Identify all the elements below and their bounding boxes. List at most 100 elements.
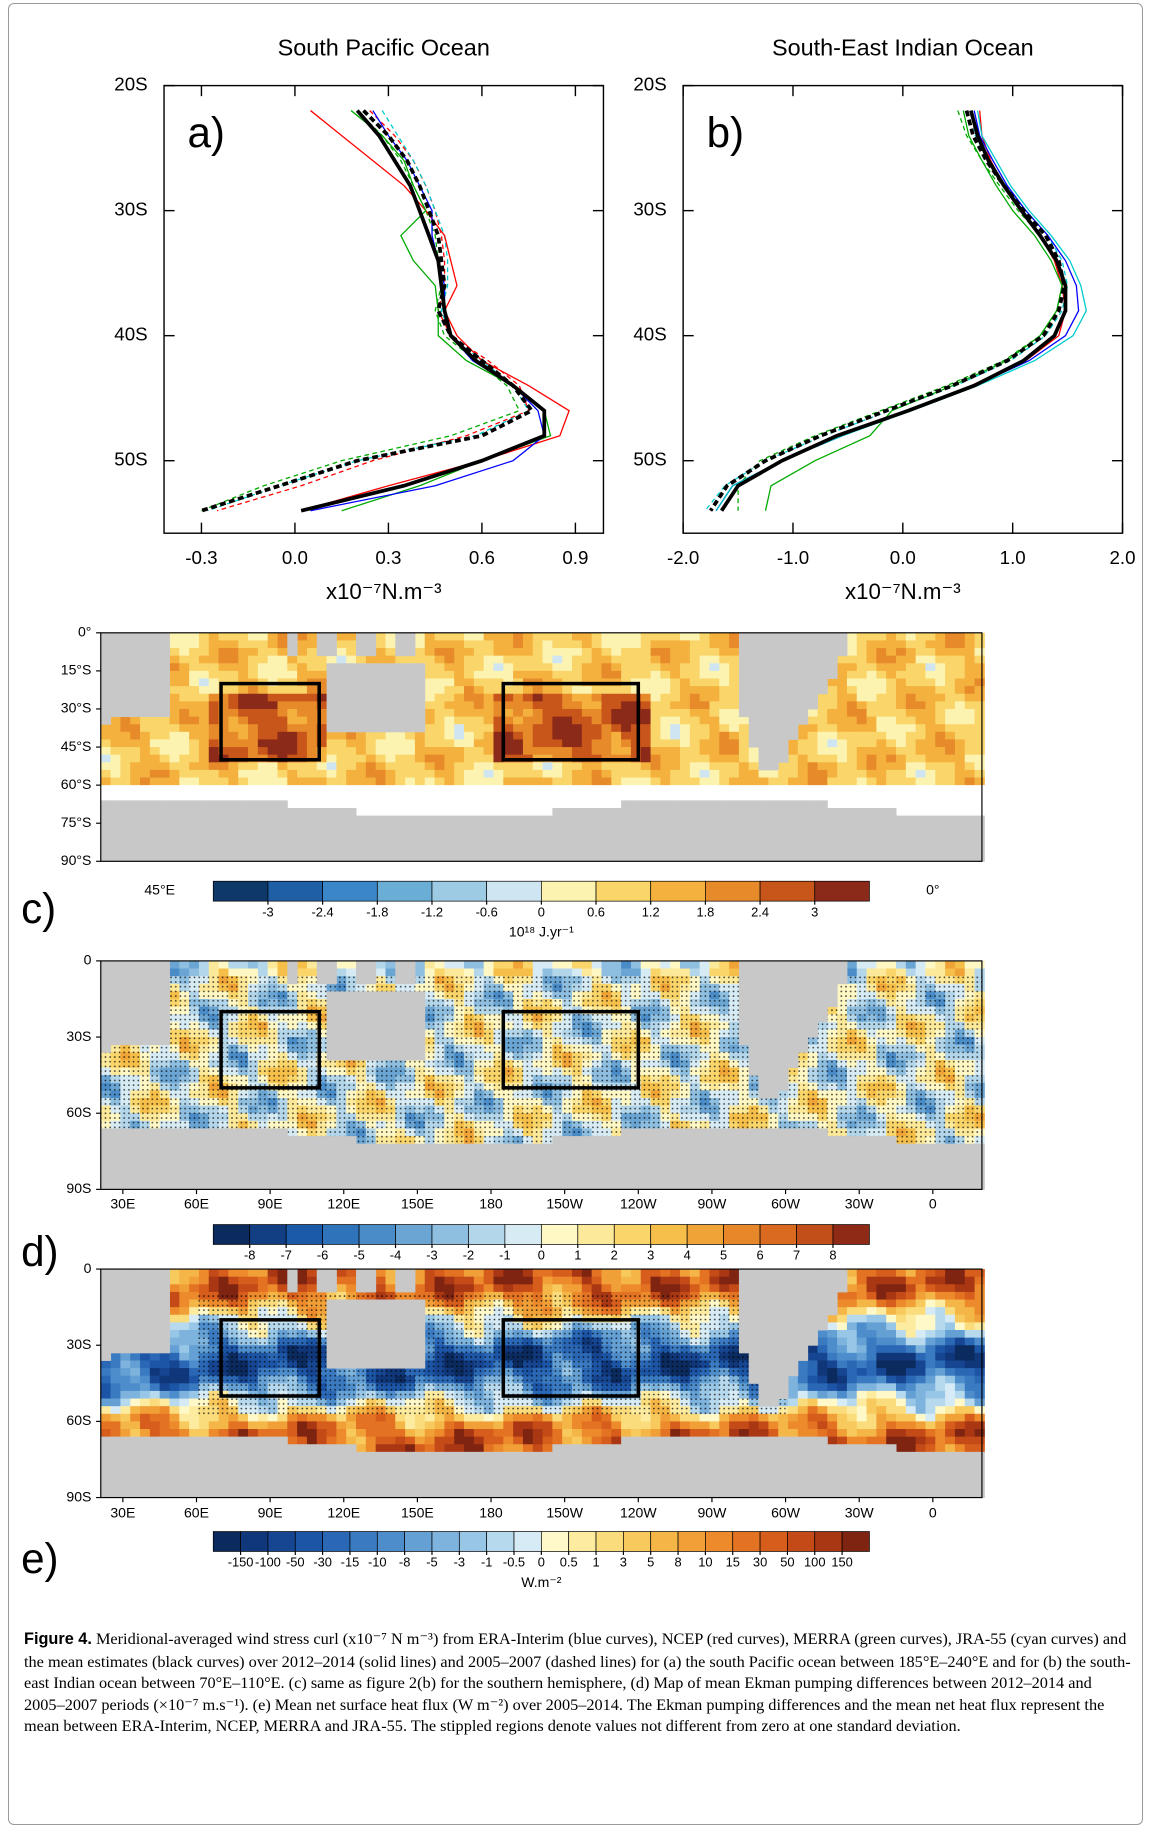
field-cell xyxy=(503,807,514,817)
land-cell xyxy=(424,838,436,847)
field-cell xyxy=(306,708,318,718)
field-cell xyxy=(120,762,131,771)
field-cell xyxy=(365,754,377,763)
land-cell xyxy=(562,823,573,832)
field-cell xyxy=(807,724,818,733)
field-cell xyxy=(601,731,612,740)
land-cell xyxy=(218,807,229,817)
field-cell xyxy=(935,968,946,977)
field-cell xyxy=(405,807,416,817)
land-cell xyxy=(699,807,710,817)
land-cell xyxy=(130,648,141,657)
field-cell xyxy=(856,693,868,702)
field-cell xyxy=(110,762,121,771)
land-cell xyxy=(886,807,897,817)
land-cell xyxy=(218,1136,229,1145)
land-cell xyxy=(630,823,642,832)
land-cell xyxy=(198,853,210,862)
land-cell xyxy=(100,1014,112,1023)
field-cell xyxy=(483,724,494,733)
land-cell xyxy=(100,1006,112,1015)
field-cell xyxy=(257,686,269,695)
land-cell xyxy=(326,678,337,687)
land-cell xyxy=(748,655,760,664)
land-cell xyxy=(257,823,269,832)
series-line xyxy=(715,110,1080,512)
field-cell xyxy=(493,686,504,695)
field-cell xyxy=(945,800,956,809)
field-cell xyxy=(434,800,445,809)
field-cell xyxy=(591,747,602,756)
field-cell xyxy=(650,663,661,672)
land-cell xyxy=(326,991,337,1000)
land-cell xyxy=(257,1166,269,1175)
land-cell xyxy=(277,846,288,855)
field-cell xyxy=(827,686,838,695)
field-cell xyxy=(856,731,868,740)
field-cell xyxy=(316,731,328,740)
land-cell xyxy=(748,701,760,710)
field-cell xyxy=(464,708,475,718)
field-cell xyxy=(395,739,406,748)
land-cell xyxy=(130,1143,141,1152)
field-cell xyxy=(915,708,926,718)
field-cell xyxy=(159,769,170,778)
field-cell xyxy=(974,807,985,817)
field-cell xyxy=(572,701,583,710)
field-cell xyxy=(483,663,494,672)
land-cell xyxy=(110,663,121,672)
field-cell xyxy=(159,792,170,801)
land-cell xyxy=(100,640,112,649)
land-cell xyxy=(395,846,406,855)
land-cell xyxy=(837,632,848,641)
land-cell xyxy=(807,640,818,649)
land-cell xyxy=(140,663,151,672)
land-cell xyxy=(100,670,112,679)
land-cell xyxy=(140,1128,151,1137)
land-cell xyxy=(130,815,141,824)
field-cell xyxy=(748,747,760,756)
land-cell xyxy=(140,830,151,839)
land-cell xyxy=(503,830,514,839)
field-cell xyxy=(100,747,112,756)
land-cell xyxy=(159,1166,170,1175)
land-cell xyxy=(405,968,416,977)
field-cell xyxy=(306,724,318,733)
land-cell xyxy=(356,968,367,977)
field-cell xyxy=(866,800,877,809)
land-cell xyxy=(228,1128,239,1137)
land-cell xyxy=(856,846,868,855)
land-cell xyxy=(905,853,917,862)
land-cell xyxy=(640,846,652,855)
land-cell xyxy=(758,838,769,847)
land-cell xyxy=(110,1151,121,1160)
land-cell xyxy=(130,960,141,969)
y-tick-label: 60°S xyxy=(61,776,92,792)
field-cell xyxy=(189,701,200,710)
field-cell xyxy=(601,640,612,649)
land-cell xyxy=(179,815,190,824)
land-cell xyxy=(797,678,809,687)
field-cell xyxy=(513,739,524,748)
field-cell xyxy=(238,708,249,718)
land-cell xyxy=(464,830,475,839)
field-cell xyxy=(886,792,897,801)
field-cell xyxy=(542,655,553,664)
land-cell xyxy=(267,1174,278,1183)
land-cell xyxy=(100,968,112,977)
field-cell xyxy=(532,968,544,977)
field-cell xyxy=(562,785,573,794)
field-cell xyxy=(699,762,710,771)
land-cell xyxy=(356,1158,367,1168)
field-cell xyxy=(503,724,514,733)
land-cell xyxy=(228,807,239,817)
field-cell xyxy=(964,716,976,725)
field-cell xyxy=(915,632,926,641)
field-cell xyxy=(326,762,337,771)
field-cell xyxy=(316,716,328,725)
land-cell xyxy=(788,800,799,809)
field-cell xyxy=(630,960,642,969)
colorbar-label: -0.6 xyxy=(476,904,498,919)
field-cell xyxy=(522,792,534,801)
land-cell xyxy=(768,800,779,809)
